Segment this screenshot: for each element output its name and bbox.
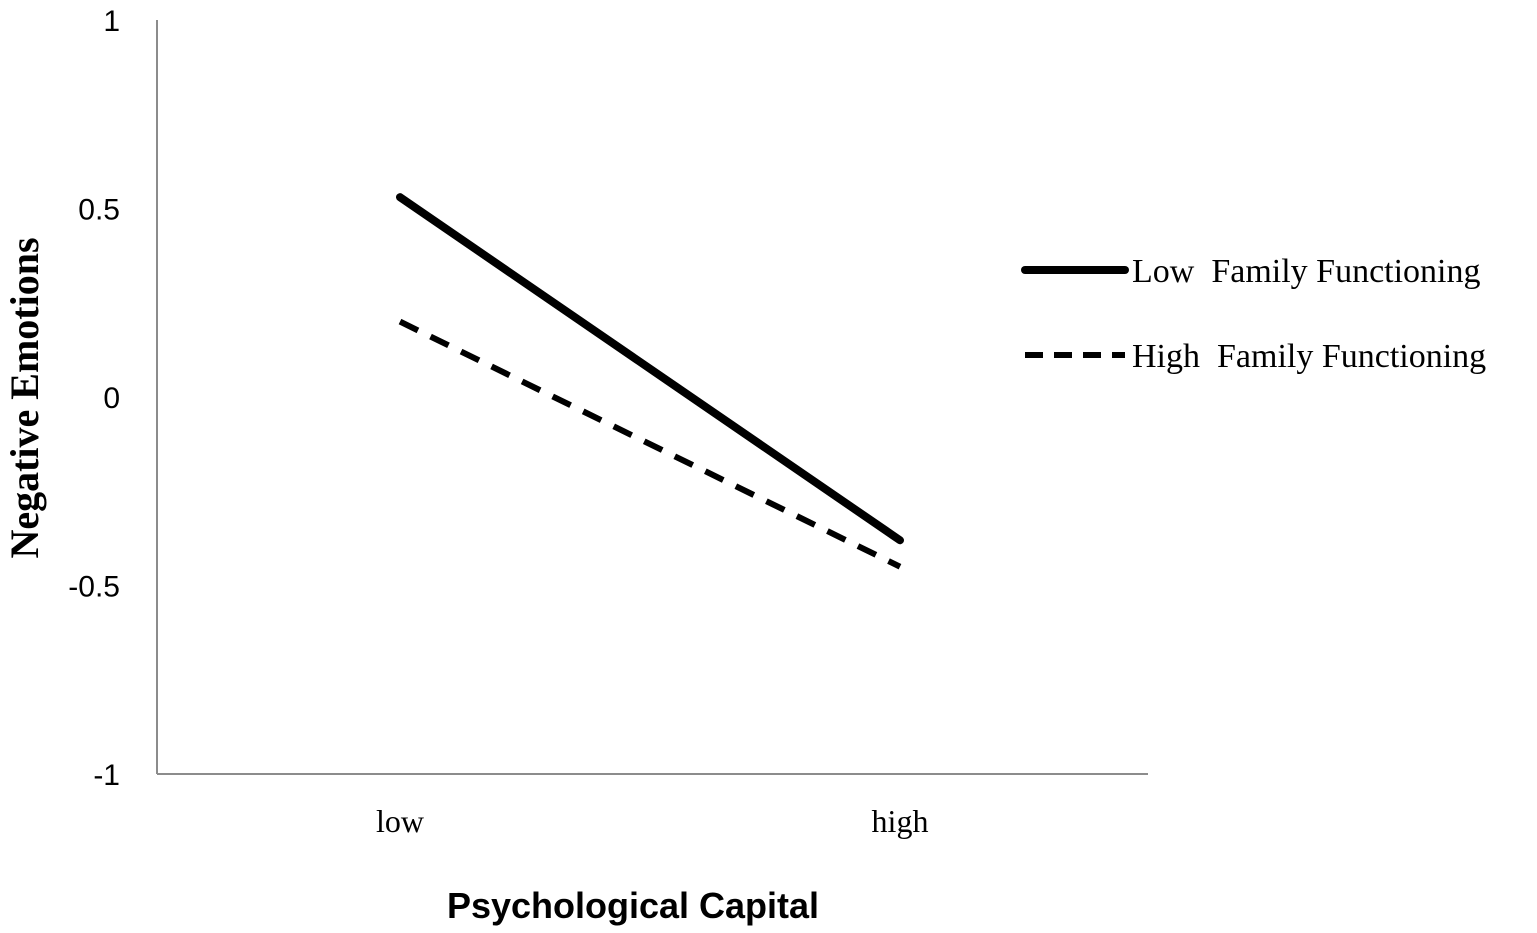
y-tick-label: 0	[103, 382, 120, 415]
series-line-low-family-functioning	[396, 193, 904, 545]
y-tick-label: 1	[103, 5, 120, 38]
y-axis-ticks: 1 0.5 0 -0.5 -1	[68, 5, 120, 792]
x-axis-title: Psychological Capital	[447, 885, 819, 926]
x-axis-categories: low high	[376, 803, 928, 839]
y-tick-label: 0.5	[78, 194, 120, 227]
y-tick-label: -1	[93, 759, 120, 792]
y-tick-label: -0.5	[68, 571, 120, 604]
series-lines	[396, 193, 904, 570]
y-axis-title: Negative Emotions	[2, 237, 47, 558]
legend-label: Low Family Functioning	[1132, 253, 1481, 290]
x-tick-label: low	[376, 803, 424, 839]
series-line-high-family-functioning	[398, 318, 902, 570]
x-tick-label: high	[872, 803, 929, 839]
legend-label: High Family Functioning	[1132, 338, 1486, 375]
legend: Low Family Functioning High Family Functi…	[1021, 253, 1486, 375]
